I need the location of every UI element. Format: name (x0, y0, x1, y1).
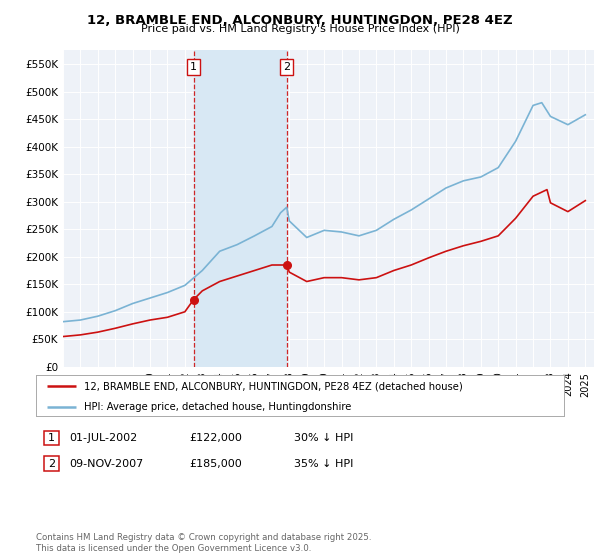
Text: £185,000: £185,000 (189, 459, 242, 469)
Text: 30% ↓ HPI: 30% ↓ HPI (294, 433, 353, 443)
Text: HPI: Average price, detached house, Huntingdonshire: HPI: Average price, detached house, Hunt… (83, 402, 351, 412)
Text: 35% ↓ HPI: 35% ↓ HPI (294, 459, 353, 469)
Text: 12, BRAMBLE END, ALCONBURY, HUNTINGDON, PE28 4EZ (detached house): 12, BRAMBLE END, ALCONBURY, HUNTINGDON, … (83, 381, 462, 391)
Text: Price paid vs. HM Land Registry's House Price Index (HPI): Price paid vs. HM Land Registry's House … (140, 24, 460, 34)
Text: 2: 2 (48, 459, 55, 469)
Text: Contains HM Land Registry data © Crown copyright and database right 2025.
This d: Contains HM Land Registry data © Crown c… (36, 533, 371, 553)
Text: £122,000: £122,000 (189, 433, 242, 443)
Text: 12, BRAMBLE END, ALCONBURY, HUNTINGDON, PE28 4EZ: 12, BRAMBLE END, ALCONBURY, HUNTINGDON, … (87, 14, 513, 27)
Text: 1: 1 (190, 62, 197, 72)
Text: 1: 1 (48, 433, 55, 443)
Text: 09-NOV-2007: 09-NOV-2007 (69, 459, 143, 469)
Text: 01-JUL-2002: 01-JUL-2002 (69, 433, 137, 443)
Text: 2: 2 (283, 62, 290, 72)
Bar (194, 50, 287, 367)
